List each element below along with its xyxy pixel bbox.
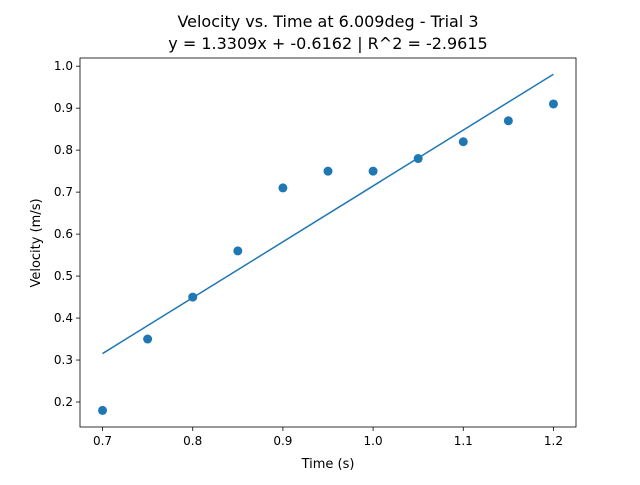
data-point [188,292,198,302]
x-axis-label: Time (s) [301,457,355,472]
data-point [233,246,243,256]
x-tick-label: 0.9 [273,434,292,448]
plot-area: 0.7 0.8 0.9 1.0 1.1 1.2 0.2 0.3 0.4 0.5 0.6 0.7 0.8 0… [54,57,577,448]
y-tick-label: 0.2 [54,395,73,409]
data-point [413,154,423,164]
x-tick-label: 1.0 [364,434,383,448]
data-point [548,99,558,109]
x-tick-label: 1.2 [544,434,563,448]
x-tick-label: 0.8 [183,434,202,448]
y-tick-label: 0.7 [54,185,73,199]
data-point [98,405,108,415]
data-point [323,166,333,176]
chart-subtitle: y = 1.3309x + -0.6162 | R^2 = -2.9615 [168,34,487,53]
data-point [143,334,153,344]
x-tick-label: 1.1 [454,434,473,448]
y-tick-label: 0.8 [54,143,73,157]
y-tick-label: 0.3 [54,353,73,367]
y-tick-label: 0.9 [54,101,73,115]
data-point [278,183,288,193]
y-tick-label: 1.0 [54,59,73,73]
fit-line [102,73,554,355]
data-point [458,137,468,147]
y-tick-label: 0.4 [54,311,73,325]
y-tick-label: 0.5 [54,269,73,283]
y-axis-label: Velocity (m/s) [29,198,44,287]
data-point [368,166,378,176]
y-tick-label: 0.6 [54,227,73,241]
data-point [503,116,513,126]
x-tick-label: 0.7 [93,434,112,448]
chart-title: Velocity vs. Time at 6.009deg - Trial 3 [177,12,478,31]
axes-frame [79,57,577,428]
